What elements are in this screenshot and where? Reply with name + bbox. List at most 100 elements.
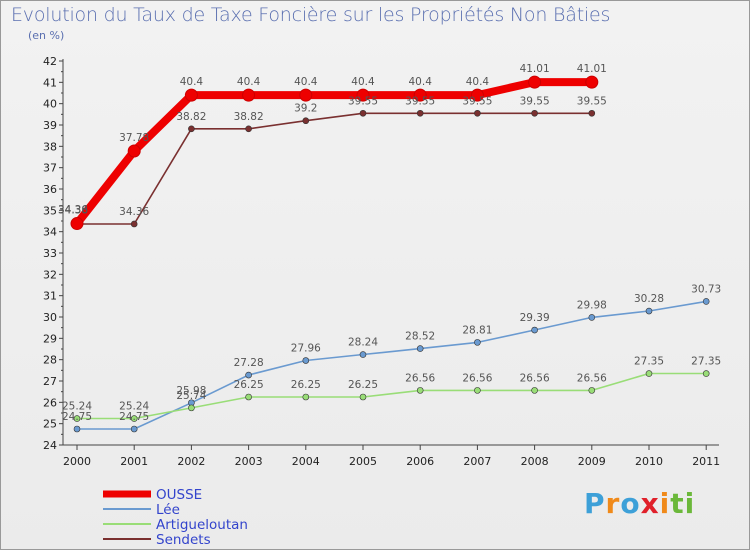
data-point [702,298,710,305]
y-tick-label: 31 [43,290,57,303]
data-point [588,314,596,321]
legend-label: OUSSE [156,487,202,503]
data-label: 25.24 [119,401,149,413]
data-label: 41.01 [577,63,607,75]
data-label: 26.25 [348,379,378,391]
data-label: 40.4 [466,76,490,88]
data-label: 38.82 [176,111,206,123]
data-point [302,393,310,401]
data-point [127,144,141,158]
data-label: 27.96 [291,343,321,355]
data-point [413,88,427,102]
series-line-ousse [73,78,596,228]
x-tick-label: 2007 [463,455,491,468]
y-tick-label: 26 [43,396,57,409]
data-point [645,307,653,315]
data-point [528,75,542,89]
data-point [302,357,310,364]
data-point [184,88,198,102]
y-tick-label: 33 [43,247,57,260]
data-point [645,370,653,377]
data-label: 30.73 [691,283,721,295]
y-tick-label: 32 [43,268,57,281]
data-point [188,404,195,412]
data-point [531,326,538,334]
data-point [702,370,710,377]
data-label: 40.4 [351,76,375,88]
data-label: 26.56 [520,372,550,384]
data-label: 40.4 [180,76,204,88]
y-tick-label: 36 [43,183,57,196]
data-point [73,415,81,422]
data-label: 39.55 [348,95,378,107]
data-point [531,387,538,394]
data-point [585,75,599,89]
data-point [588,387,596,394]
data-label: 29.98 [577,299,607,311]
data-label: 24.75 [62,411,92,423]
data-label: 34.36 [58,204,88,216]
data-label: 39.55 [405,95,435,107]
y-tick-label: 41 [43,76,57,89]
data-point [70,217,84,231]
x-tick-label: 2004 [292,455,320,468]
series-line-sendets [76,112,593,225]
data-label: 27.35 [691,356,721,368]
data-point [416,109,424,117]
data-label: 25.24 [62,401,92,413]
series-line-lée [76,300,707,430]
chart-subtitle: (en %) [28,29,65,42]
data-point [474,109,481,117]
x-tick-label: 2000 [63,455,91,468]
y-tick-label: 39 [43,119,57,132]
data-label: 25.74 [176,390,206,402]
y-tick-label: 27 [43,375,57,388]
y-tick-label: 28 [43,354,57,367]
data-point [359,109,367,117]
proxiti-logo: Proxiti [584,487,696,520]
data-labels-layer: 34.38 37.78 40.4 40.4 40.4 40.4 40.4 40.4 41.01 4… [58,63,721,423]
data-point [359,351,367,358]
y-tick-label: 37 [43,162,57,175]
y-tick-label: 35 [43,204,57,217]
x-tick-label: 2008 [521,455,549,468]
data-label: 39.55 [577,95,607,107]
axes: 24 25 26 27 28 29 30 31 32 33 34 35 36 37 38 39 40 41 42 20… [43,55,720,468]
data-label: 34.36 [119,206,149,218]
data-point [416,387,424,394]
data-point [245,371,252,379]
x-tick-label: 2010 [635,455,663,468]
data-point [130,425,138,433]
data-point [245,125,252,133]
data-label: 26.56 [462,372,492,384]
data-point [356,88,370,102]
data-label: 39.2 [294,103,317,115]
data-point [242,88,256,102]
data-label: 24.75 [119,411,149,423]
series-line-artigueloutan [76,372,707,420]
data-label: 26.25 [291,379,321,391]
data-point [416,345,424,352]
y-tick-label: 40 [43,98,57,111]
data-point [474,387,481,394]
data-label: 28.81 [462,324,492,336]
data-point [245,393,252,401]
data-point [302,117,310,125]
legend-label: Sendets [156,532,211,548]
data-label: 39.55 [520,95,550,107]
y-tick-label: 42 [43,55,57,68]
x-tick-label: 2005 [349,455,377,468]
data-label: 40.4 [294,76,318,88]
x-tick-label: 2001 [120,455,148,468]
x-tick-label: 2002 [177,455,205,468]
data-point [73,425,81,433]
data-point [130,415,138,422]
x-tick-label: 2011 [692,455,720,468]
x-tick-label: 2009 [578,455,606,468]
data-label: 38.82 [234,111,264,123]
y-tick-label: 30 [43,311,57,324]
data-label: 40.4 [237,76,261,88]
legend-label: Artigueloutan [156,517,248,533]
